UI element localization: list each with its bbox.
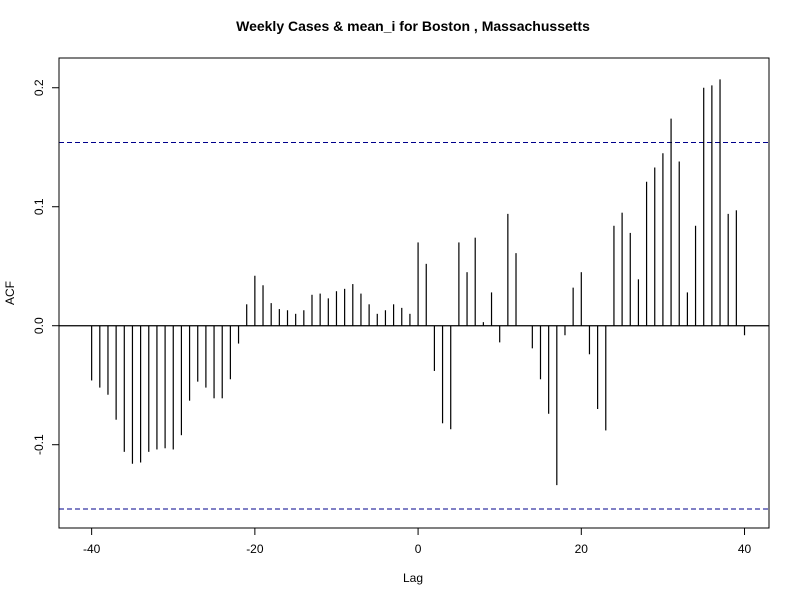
x-tick-label: 0: [415, 542, 422, 556]
x-axis: -40 -20 0 20 40: [83, 527, 752, 556]
x-tick-label: 40: [738, 542, 752, 556]
y-tick-label: -0.1: [32, 434, 46, 455]
x-axis-label: Lag: [403, 571, 423, 585]
acf-bars: [91, 79, 746, 486]
chart-title: Weekly Cases & mean_i for Boston , Massa…: [236, 18, 590, 34]
y-axis-label: ACF: [3, 281, 17, 305]
x-tick-label: -40: [83, 542, 101, 556]
confidence-band-group: [59, 141, 769, 510]
y-axis: -0.1 0.0 0.1 0.2: [32, 79, 60, 455]
y-tick-label: 0.2: [32, 79, 46, 96]
x-tick-label: 20: [575, 542, 589, 556]
y-tick-label: 0.1: [32, 198, 46, 215]
x-tick-label: -20: [246, 542, 264, 556]
y-tick-label: 0.0: [32, 317, 46, 334]
